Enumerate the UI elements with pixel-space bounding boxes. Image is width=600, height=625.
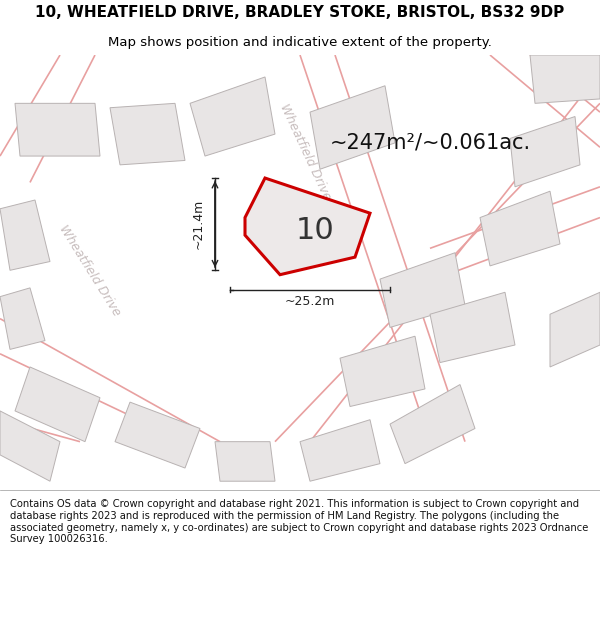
Text: Wheatfield Drive: Wheatfield Drive xyxy=(57,222,123,318)
Polygon shape xyxy=(15,103,100,156)
Text: 10, WHEATFIELD DRIVE, BRADLEY STOKE, BRISTOL, BS32 9DP: 10, WHEATFIELD DRIVE, BRADLEY STOKE, BRI… xyxy=(35,4,565,19)
Text: ~247m²/~0.061ac.: ~247m²/~0.061ac. xyxy=(330,133,531,153)
Polygon shape xyxy=(340,336,425,406)
Polygon shape xyxy=(0,200,50,270)
Text: Map shows position and indicative extent of the property.: Map shows position and indicative extent… xyxy=(108,36,492,49)
Polygon shape xyxy=(215,442,275,481)
Polygon shape xyxy=(430,292,515,362)
Polygon shape xyxy=(190,77,275,156)
Polygon shape xyxy=(0,288,45,349)
Text: 10: 10 xyxy=(296,216,334,245)
Polygon shape xyxy=(0,411,60,481)
Polygon shape xyxy=(390,384,475,464)
Polygon shape xyxy=(245,178,370,275)
Polygon shape xyxy=(15,367,100,442)
Text: Wheatfield Drive: Wheatfield Drive xyxy=(277,101,333,202)
Polygon shape xyxy=(480,191,560,266)
Polygon shape xyxy=(380,253,465,328)
Polygon shape xyxy=(110,103,185,165)
Polygon shape xyxy=(530,55,600,103)
Text: ~21.4m: ~21.4m xyxy=(192,199,205,249)
Polygon shape xyxy=(300,420,380,481)
Polygon shape xyxy=(550,292,600,367)
Text: Contains OS data © Crown copyright and database right 2021. This information is : Contains OS data © Crown copyright and d… xyxy=(10,499,589,544)
Polygon shape xyxy=(510,116,580,187)
Polygon shape xyxy=(310,86,395,169)
Text: ~25.2m: ~25.2m xyxy=(285,296,335,309)
Polygon shape xyxy=(115,402,200,468)
